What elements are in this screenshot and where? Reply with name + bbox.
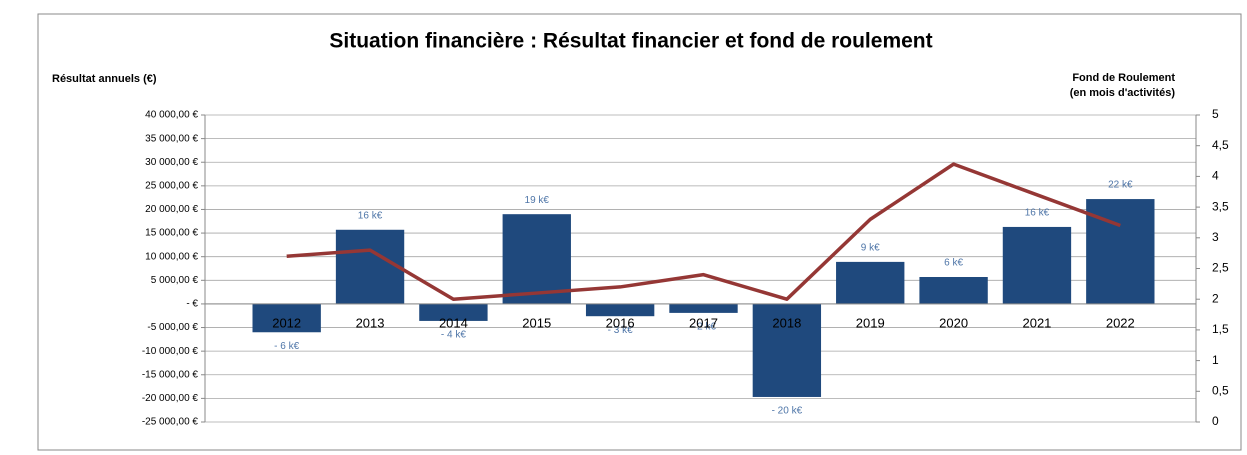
y-axis-title: Résultat annuels (€): [52, 73, 157, 85]
x-tick-label: 2017: [689, 315, 718, 330]
x-tick-label: 2012: [272, 315, 301, 330]
value-label: - 2 k€: [691, 322, 716, 333]
value-label: - 3 k€: [608, 325, 633, 336]
y-tick-label: -5 000,00 €: [147, 322, 198, 333]
y-tick-label: 30 000,00 €: [145, 157, 198, 168]
y2-tick-label: 1: [1212, 353, 1219, 367]
x-tick-label: 2014: [439, 315, 468, 330]
y2-tick-label: 3,5: [1212, 199, 1229, 213]
y-tick-label: -10 000,00 €: [142, 346, 199, 357]
y2-tick-label: 4,5: [1212, 138, 1229, 152]
value-label: 16 k€: [1025, 208, 1050, 219]
value-label: 19 k€: [525, 195, 550, 206]
y-tick-label: -15 000,00 €: [142, 369, 199, 380]
y-tick-label: 10 000,00 €: [145, 251, 198, 262]
y-tick-label: 40 000,00 €: [145, 110, 198, 121]
y2-axis-title: (en mois d'activités): [1070, 87, 1176, 99]
bar: [585, 303, 655, 317]
y-tick-label: -20 000,00 €: [142, 393, 199, 404]
y-tick-label: 35 000,00 €: [145, 133, 198, 144]
y-tick-label: 15 000,00 €: [145, 228, 198, 239]
bar: [252, 303, 321, 333]
bar: [335, 229, 405, 304]
bar: [669, 303, 738, 313]
x-tick-label: 2013: [356, 315, 385, 330]
y2-tick-label: 1,5: [1212, 322, 1229, 336]
y-tick-label: 20 000,00 €: [145, 204, 198, 215]
bar: [1002, 226, 1072, 304]
line: [286, 162, 1121, 301]
bar: [752, 303, 822, 397]
x-tick-label: 2015: [522, 315, 551, 330]
y2-tick-label: 5: [1212, 107, 1219, 121]
y2-tick-label: 0: [1212, 414, 1219, 428]
x-tick-label: 2016: [606, 315, 635, 330]
value-label: - 6 k€: [274, 341, 299, 352]
bar: [502, 214, 571, 304]
value-label: - 20 k€: [772, 406, 803, 417]
y2-tick-label: 4: [1212, 169, 1219, 183]
x-tick-label: 2020: [939, 315, 968, 330]
y-tick-label: -25 000,00 €: [142, 417, 199, 428]
chart-title: Situation financière : Résultat financie…: [329, 30, 932, 53]
y-tick-label: 5 000,00 €: [151, 275, 199, 286]
x-tick-label: 2022: [1106, 315, 1135, 330]
y2-tick-label: 3: [1212, 230, 1219, 244]
value-label: 16 k€: [358, 210, 383, 221]
value-label: 6 k€: [944, 258, 963, 269]
value-label: 9 k€: [861, 243, 880, 254]
bar: [419, 303, 488, 321]
bar: [1086, 199, 1155, 304]
y-tick-label: - €: [186, 299, 198, 310]
y2-tick-label: 2,5: [1212, 261, 1229, 275]
bar: [919, 277, 988, 304]
y-tick-label: 25 000,00 €: [145, 180, 198, 191]
x-tick-label: 2018: [772, 315, 801, 330]
y2-axis-title: Fond de Roulement: [1072, 72, 1175, 84]
bar: [836, 261, 905, 304]
y2-tick-label: 2: [1212, 291, 1219, 305]
x-tick-label: 2019: [856, 315, 885, 330]
y2-tick-label: 0,5: [1212, 383, 1229, 397]
value-label: - 4 k€: [441, 330, 466, 341]
value-label: 22 k€: [1108, 180, 1133, 191]
x-tick-label: 2021: [1022, 315, 1051, 330]
